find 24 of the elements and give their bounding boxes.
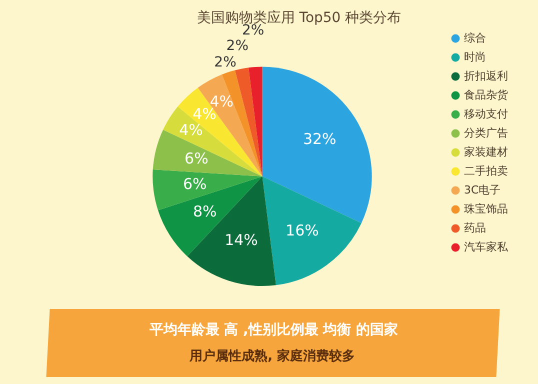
data-label: 2% [214, 54, 236, 70]
data-label: 32% [302, 130, 336, 148]
legend-label: 食品杂货 [464, 88, 508, 102]
legend-label: 汽车家私 [464, 240, 509, 254]
data-label: 4% [179, 121, 203, 140]
data-label: 2% [242, 22, 264, 39]
legend-label: 药品 [464, 221, 486, 234]
data-label: 4% [192, 104, 216, 123]
legend-label: 分类广告 [464, 126, 508, 140]
legend-label: 时尚 [464, 50, 486, 64]
legend-label: 综合 [464, 31, 486, 44]
data-label: 6% [182, 174, 207, 193]
data-label: 2% [226, 38, 249, 54]
banner: 平均年龄最 高 ,性别比例最 均衡 的国家 用户属性成熟, 家庭消费较多 [46, 309, 500, 377]
legend-label: 折扣返利 [464, 69, 508, 82]
legend-label: 家装建材 [464, 145, 508, 158]
data-label: 16% [286, 221, 319, 240]
data-label: 14% [224, 230, 258, 249]
legend-label: 二手拍卖 [464, 164, 508, 178]
data-label: 6% [184, 149, 208, 168]
data-label: 8% [192, 202, 217, 221]
legend-label: 珠宝饰品 [464, 202, 508, 216]
legend-label: 3C电子 [464, 183, 501, 196]
legend-label: 移动支付 [464, 107, 508, 120]
